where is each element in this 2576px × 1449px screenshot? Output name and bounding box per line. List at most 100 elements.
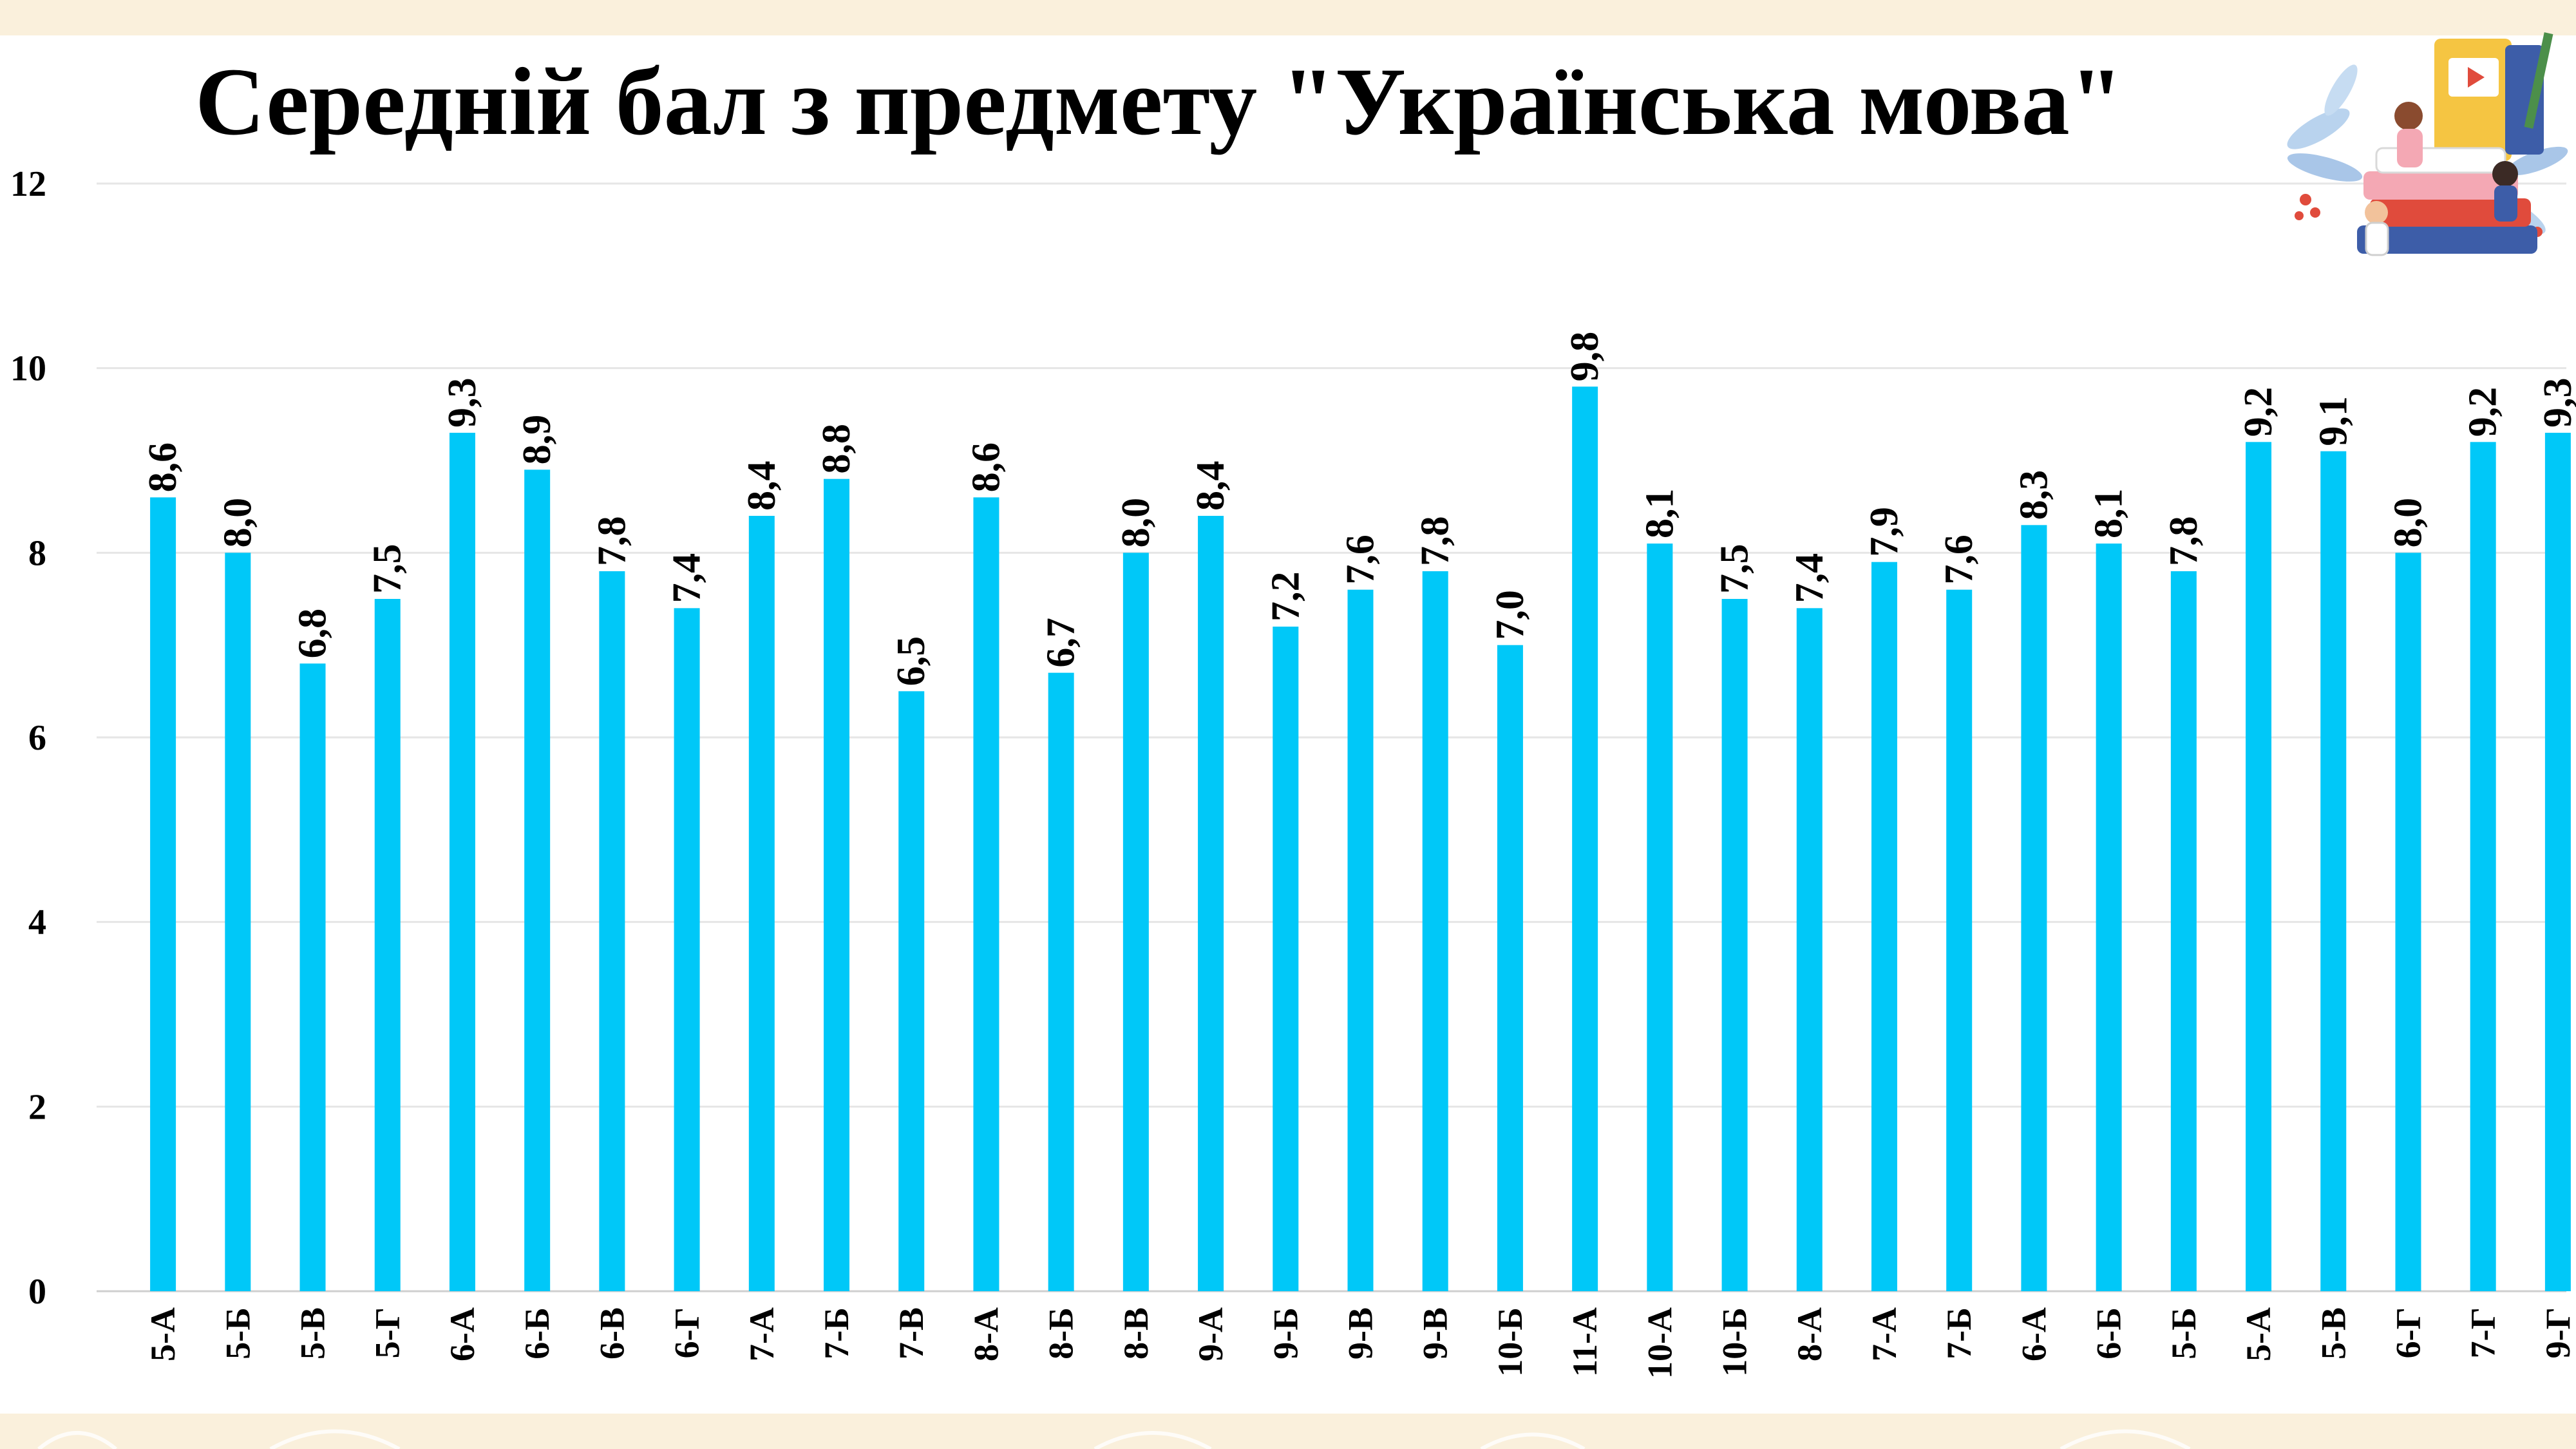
data-label: 7,8 <box>2162 516 2206 567</box>
bar <box>1647 544 1673 1291</box>
x-tick-label: 7-Г <box>2464 1307 2503 1358</box>
bar <box>150 497 176 1292</box>
bar <box>1796 608 1823 1292</box>
x-tick-label: 11-А <box>1566 1307 1604 1377</box>
bar <box>2470 442 2496 1292</box>
bar <box>674 608 700 1292</box>
y-tick-label: 6 <box>28 718 46 758</box>
y-tick-label: 4 <box>28 903 46 943</box>
data-label: 7,8 <box>590 516 634 567</box>
x-tick-label: 7-Б <box>1940 1307 1978 1359</box>
x-tick-label: 6-В <box>592 1307 631 1359</box>
x-tick-label: 9-Б <box>1266 1307 1305 1359</box>
data-label: 8,3 <box>2012 470 2056 520</box>
bar <box>973 497 999 1292</box>
bars <box>150 386 2571 1292</box>
y-tick-label: 10 <box>10 349 46 389</box>
x-tick-label: 8-В <box>1117 1307 1155 1359</box>
data-label: 6,5 <box>889 636 933 687</box>
data-label: 7,5 <box>1713 544 1757 594</box>
x-tick-label: 6-Б <box>2090 1307 2128 1359</box>
bar <box>1422 571 1448 1291</box>
x-tick-label: 5-А <box>2239 1307 2278 1361</box>
bar <box>1946 589 1973 1291</box>
y-axis-ticks: 0 2 4 6 8 10 12 <box>10 164 46 1312</box>
data-label: 8,0 <box>1114 498 1158 548</box>
data-label: 7,4 <box>665 553 709 603</box>
x-tick-label: 8-А <box>967 1307 1005 1361</box>
x-tick-label: 5-А <box>144 1307 182 1361</box>
bar <box>1871 562 1897 1291</box>
books-and-students-illustration <box>2287 32 2568 256</box>
x-tick-label: 10-Б <box>1491 1307 1530 1377</box>
x-tick-label: 6-Г <box>668 1307 706 1358</box>
data-label: 7,6 <box>1339 535 1383 585</box>
bar <box>1721 599 1748 1291</box>
data-label: 8,9 <box>515 415 559 465</box>
x-tick-label: 7-А <box>743 1307 781 1361</box>
data-label: 6,7 <box>1039 618 1083 668</box>
x-tick-label: 7-В <box>892 1307 931 1359</box>
x-tick-label: 5-Б <box>2164 1307 2203 1359</box>
x-tick-label: 6-Б <box>518 1307 556 1359</box>
data-label: 9,3 <box>440 378 484 428</box>
data-label: 8,8 <box>815 424 858 474</box>
x-tick-label: 6-А <box>443 1307 482 1361</box>
x-tick-label: 7-Б <box>817 1307 856 1359</box>
data-label: 7,4 <box>1788 553 1832 603</box>
bar <box>1198 516 1224 1291</box>
x-tick-label: 7-А <box>1865 1307 1904 1361</box>
data-label: 8,6 <box>141 442 185 493</box>
x-tick-label: 8-А <box>1790 1307 1829 1361</box>
bar <box>898 691 925 1291</box>
bar <box>1048 672 1074 1291</box>
bar <box>2544 433 2571 1291</box>
bar <box>1347 589 1374 1291</box>
data-labels: 8,6 8,0 6,8 7,5 9,3 8,9 7,8 7,4 8,4 8,8 6,5 8,6 6,7 8… <box>141 332 2576 687</box>
bar <box>225 553 251 1292</box>
data-label: 8,0 <box>2386 498 2430 548</box>
data-label: 7,5 <box>366 544 410 594</box>
y-tick-label: 0 <box>28 1272 46 1312</box>
bar <box>1273 627 1299 1291</box>
chart-title: Середній бал з предмету "Українська мова… <box>195 48 2123 155</box>
bar <box>524 469 551 1292</box>
data-label: 9,3 <box>2536 378 2576 428</box>
bar <box>1497 645 1523 1291</box>
bar <box>599 571 625 1291</box>
bar <box>2320 451 2347 1291</box>
bar <box>2170 571 2197 1291</box>
y-tick-label: 8 <box>28 533 46 573</box>
data-label: 7,0 <box>1488 590 1532 640</box>
data-label: 9,8 <box>1563 332 1607 382</box>
data-label: 7,2 <box>1264 572 1307 622</box>
x-tick-label: 9-А <box>1191 1307 1230 1361</box>
data-label: 9,2 <box>2461 387 2505 437</box>
bar <box>2395 553 2421 1292</box>
bar <box>299 663 326 1291</box>
x-axis-ticks: 5-А 5-Б 5-В 5-Г 6-А 6-Б 6-В 6-Г 7-А 7-Б 7-В 8-А 8-Б 8… <box>144 1307 2576 1379</box>
data-label: 7,9 <box>1862 507 1906 557</box>
y-tick-label: 12 <box>10 164 46 204</box>
data-label: 7,6 <box>1937 535 1981 585</box>
bar <box>748 516 775 1291</box>
x-tick-label: 9-Г <box>2539 1307 2576 1358</box>
data-label: 8,4 <box>740 461 784 511</box>
data-label: 6,8 <box>291 609 335 659</box>
data-label: 9,1 <box>2311 396 2355 446</box>
data-label: 8,1 <box>1638 489 1681 539</box>
x-tick-label: 9-В <box>1416 1307 1455 1359</box>
bar <box>2021 525 2047 1292</box>
bar <box>2246 442 2272 1292</box>
x-tick-label: 5-Г <box>368 1307 407 1358</box>
data-label: 8,4 <box>1189 461 1233 511</box>
data-label: 8,0 <box>216 498 260 548</box>
bar <box>824 478 850 1291</box>
x-tick-label: 5-В <box>294 1307 332 1359</box>
data-label: 9,2 <box>2237 387 2280 437</box>
decorative-footer-pattern <box>37 1429 2191 1449</box>
data-label: 8,6 <box>964 442 1008 493</box>
x-tick-label: 6-Г <box>2389 1307 2427 1358</box>
